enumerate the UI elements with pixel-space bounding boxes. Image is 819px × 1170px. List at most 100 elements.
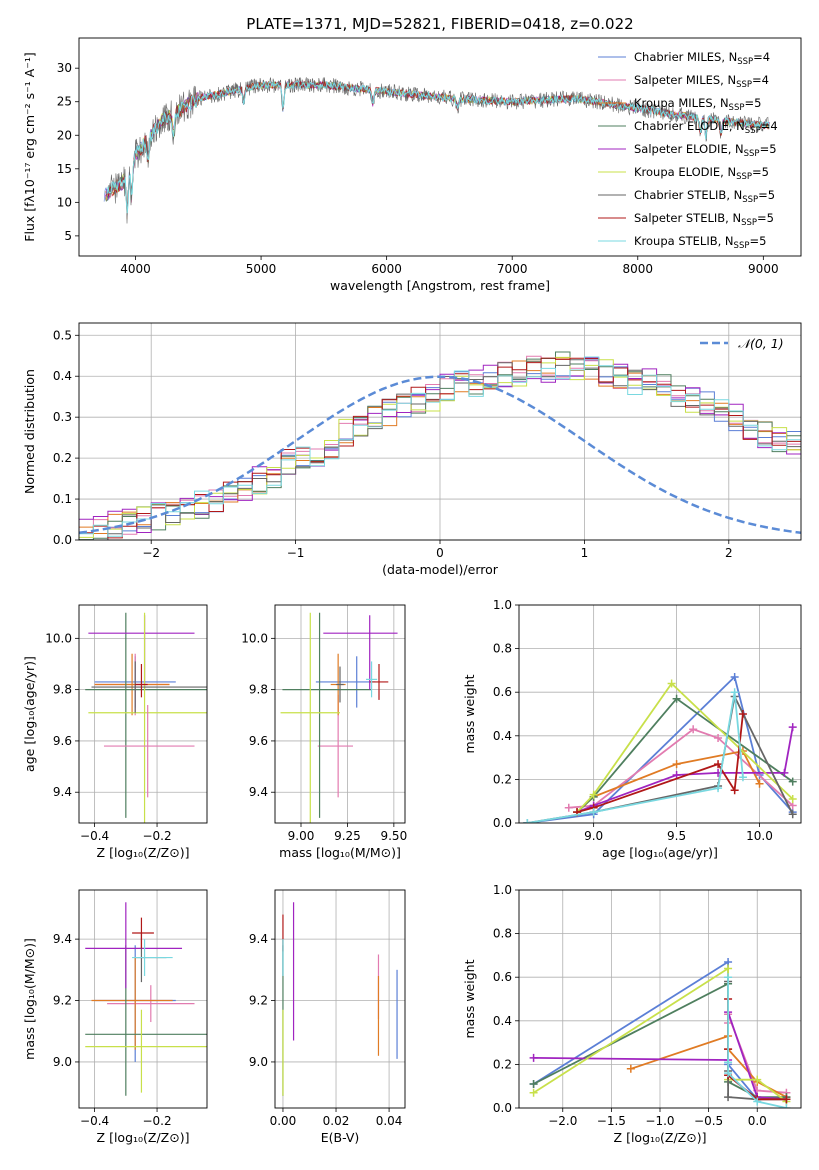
y-tick-label: 10.0 [45,631,72,645]
x-tick-label: 0 [436,546,444,560]
x-tick-label: 5000 [246,262,277,276]
weight-point-marker [788,777,797,786]
x-tick-label: 0.02 [323,1114,350,1128]
weight-point-marker [714,760,723,769]
y-axis-label: age [log₁₀(age/yr)] [22,656,37,772]
weight-point-marker [730,786,739,795]
legend-entry: Salpeter ELODIE, NSSP=5 [634,142,777,159]
x-tick-label: −0.4 [80,1114,109,1128]
weight-point-marker [738,773,747,782]
y-tick-label: 5 [64,229,72,243]
legend-entry: Kroupa ELODIE, NSSP=5 [634,165,769,182]
y-axis-label: Flux [fλ10⁻¹⁷ erg cm⁻² s⁻¹ A⁻¹] [22,52,37,241]
weight-point-marker [667,679,676,688]
x-tick-label: 1 [581,546,589,560]
y-axis-label: Normed distribution [22,369,37,494]
x-tick-label: 0.00 [270,1114,297,1128]
y-tick-label: 20 [57,128,72,142]
x-axis-label: age [log₁₀(age/yr)] [602,845,718,860]
x-tick-label: −0.2 [142,829,171,843]
y-tick-label: 0.5 [53,328,72,342]
weight-point-marker [529,1088,538,1097]
y-tick-label: 0.3 [53,410,72,424]
y-tick-label: 1.0 [493,883,512,897]
y-tick-label: 9.8 [53,683,72,697]
weight-point-marker [564,803,573,812]
weight-point-marker [626,1064,635,1073]
x-axis-label: Z [log₁₀(Z/Z⊙)] [97,1130,190,1145]
x-tick-label: −0.5 [694,1114,723,1128]
legend-entry: Kroupa STELIB, NSSP=5 [634,234,766,251]
legend-entry: Salpeter STELIB, NSSP=5 [634,211,774,228]
x-tick-label: 6000 [371,262,402,276]
x-axis-label: wavelength [Angstrom, rest frame] [330,278,550,293]
weight-point-marker [523,819,532,823]
weight-point-marker [672,760,681,769]
y-tick-label: 9.4 [249,932,268,946]
figure-title: PLATE=1371, MJD=52821, FIBERID=0418, z=0… [246,15,633,33]
subplot-mass-vs-Z: −0.4 −0.2 9.0 9.2 9.4 Z [log₁₀(Z/Z⊙)] mass [lo… [22,889,208,1145]
y-tick-label: 0.4 [53,369,72,383]
axes-frame [78,889,208,1109]
y-tick-label: 9.8 [249,683,268,697]
weight-point-marker [672,694,681,703]
weight-point-marker [788,723,797,732]
y-tick-label: 15 [57,162,72,176]
x-axis-label: Z [log₁₀(Z/Z⊙)] [614,1130,707,1145]
weight-point-marker [780,768,789,777]
weight-point-marker [714,784,723,793]
subplot-age-vs-mass: 9.00 9.25 9.50 9.4 9.6 9.8 10.0 mass [log₁₀(M/M… [241,604,407,860]
plot-area [280,612,398,823]
subplot-mass-vs-EBV: 0.00 0.02 0.04 9.0 9.2 9.4 E(B-V) [249,889,406,1145]
y-tick-label: 9.0 [249,1055,268,1069]
x-tick-label: 7000 [497,262,528,276]
x-tick-label: −0.4 [80,829,109,843]
histogram-series-step [79,359,801,540]
spectrum-series-line [106,77,770,224]
y-tick-label: 0.4 [493,729,512,743]
y-axis-label: mass [log₁₀(M/M⊙)] [22,938,37,1060]
x-tick-label: −2 [142,546,160,560]
plot-area [523,672,797,823]
x-tick-label: −1.5 [597,1114,626,1128]
subplot-weights-vs-age: 9.0 9.5 10.0 0.0 0.2 0.4 0.6 0.8 1.0 age [log₁₀(a… [462,598,802,860]
plot-area [85,612,207,823]
y-axis-label: mass weight [462,674,477,753]
axes-frame [78,604,208,824]
plot-area [529,957,791,1108]
subplot-spectrum: 4000 5000 6000 7000 8000 9000 5 10 15 20 25 30 wavel… [22,50,779,293]
y-tick-label: 0.4 [493,1014,512,1028]
weight-point-marker [724,973,733,982]
spectrum-legend: Chabrier MILES, NSSP=4 Salpeter MILES, NS… [598,50,778,251]
y-tick-label: 0.2 [493,1057,512,1071]
axes-frame [274,889,406,1109]
y-tick-label: 9.2 [53,994,72,1008]
weight-series-line [576,682,794,813]
weight-point-marker [730,672,739,681]
y-tick-label: 0.2 [53,451,72,465]
x-tick-label: −1 [287,546,305,560]
x-tick-label: 0.0 [748,1114,767,1128]
weight-point-marker [529,1080,538,1089]
weight-point-marker [724,1058,733,1067]
x-tick-label: 9.00 [288,829,315,843]
legend-entry: Chabrier MILES, NSSP=4 [634,50,770,67]
weight-point-marker [714,733,723,742]
y-tick-label: 0.6 [493,970,512,984]
axes-frame [518,604,802,824]
x-tick-label: 9000 [748,262,779,276]
subplot-residuals: −2 −1 0 1 2 0.0 0.1 0.2 0.3 0.4 0.5 (data-model)/er… [22,322,802,577]
x-tick-label: 4000 [120,262,151,276]
legend-entry: Chabrier STELIB, NSSP=5 [634,188,775,205]
y-tick-label: 0.2 [493,772,512,786]
y-tick-label: 0.6 [493,685,512,699]
y-tick-label: 9.0 [53,1055,72,1069]
y-tick-label: 10 [57,195,72,209]
x-tick-label: −1.0 [645,1114,674,1128]
weight-point-marker [724,964,733,973]
y-tick-label: 9.4 [53,932,72,946]
weight-point-marker [529,1053,538,1062]
x-tick-label: −2.0 [548,1114,577,1128]
y-tick-label: 9.2 [249,994,268,1008]
